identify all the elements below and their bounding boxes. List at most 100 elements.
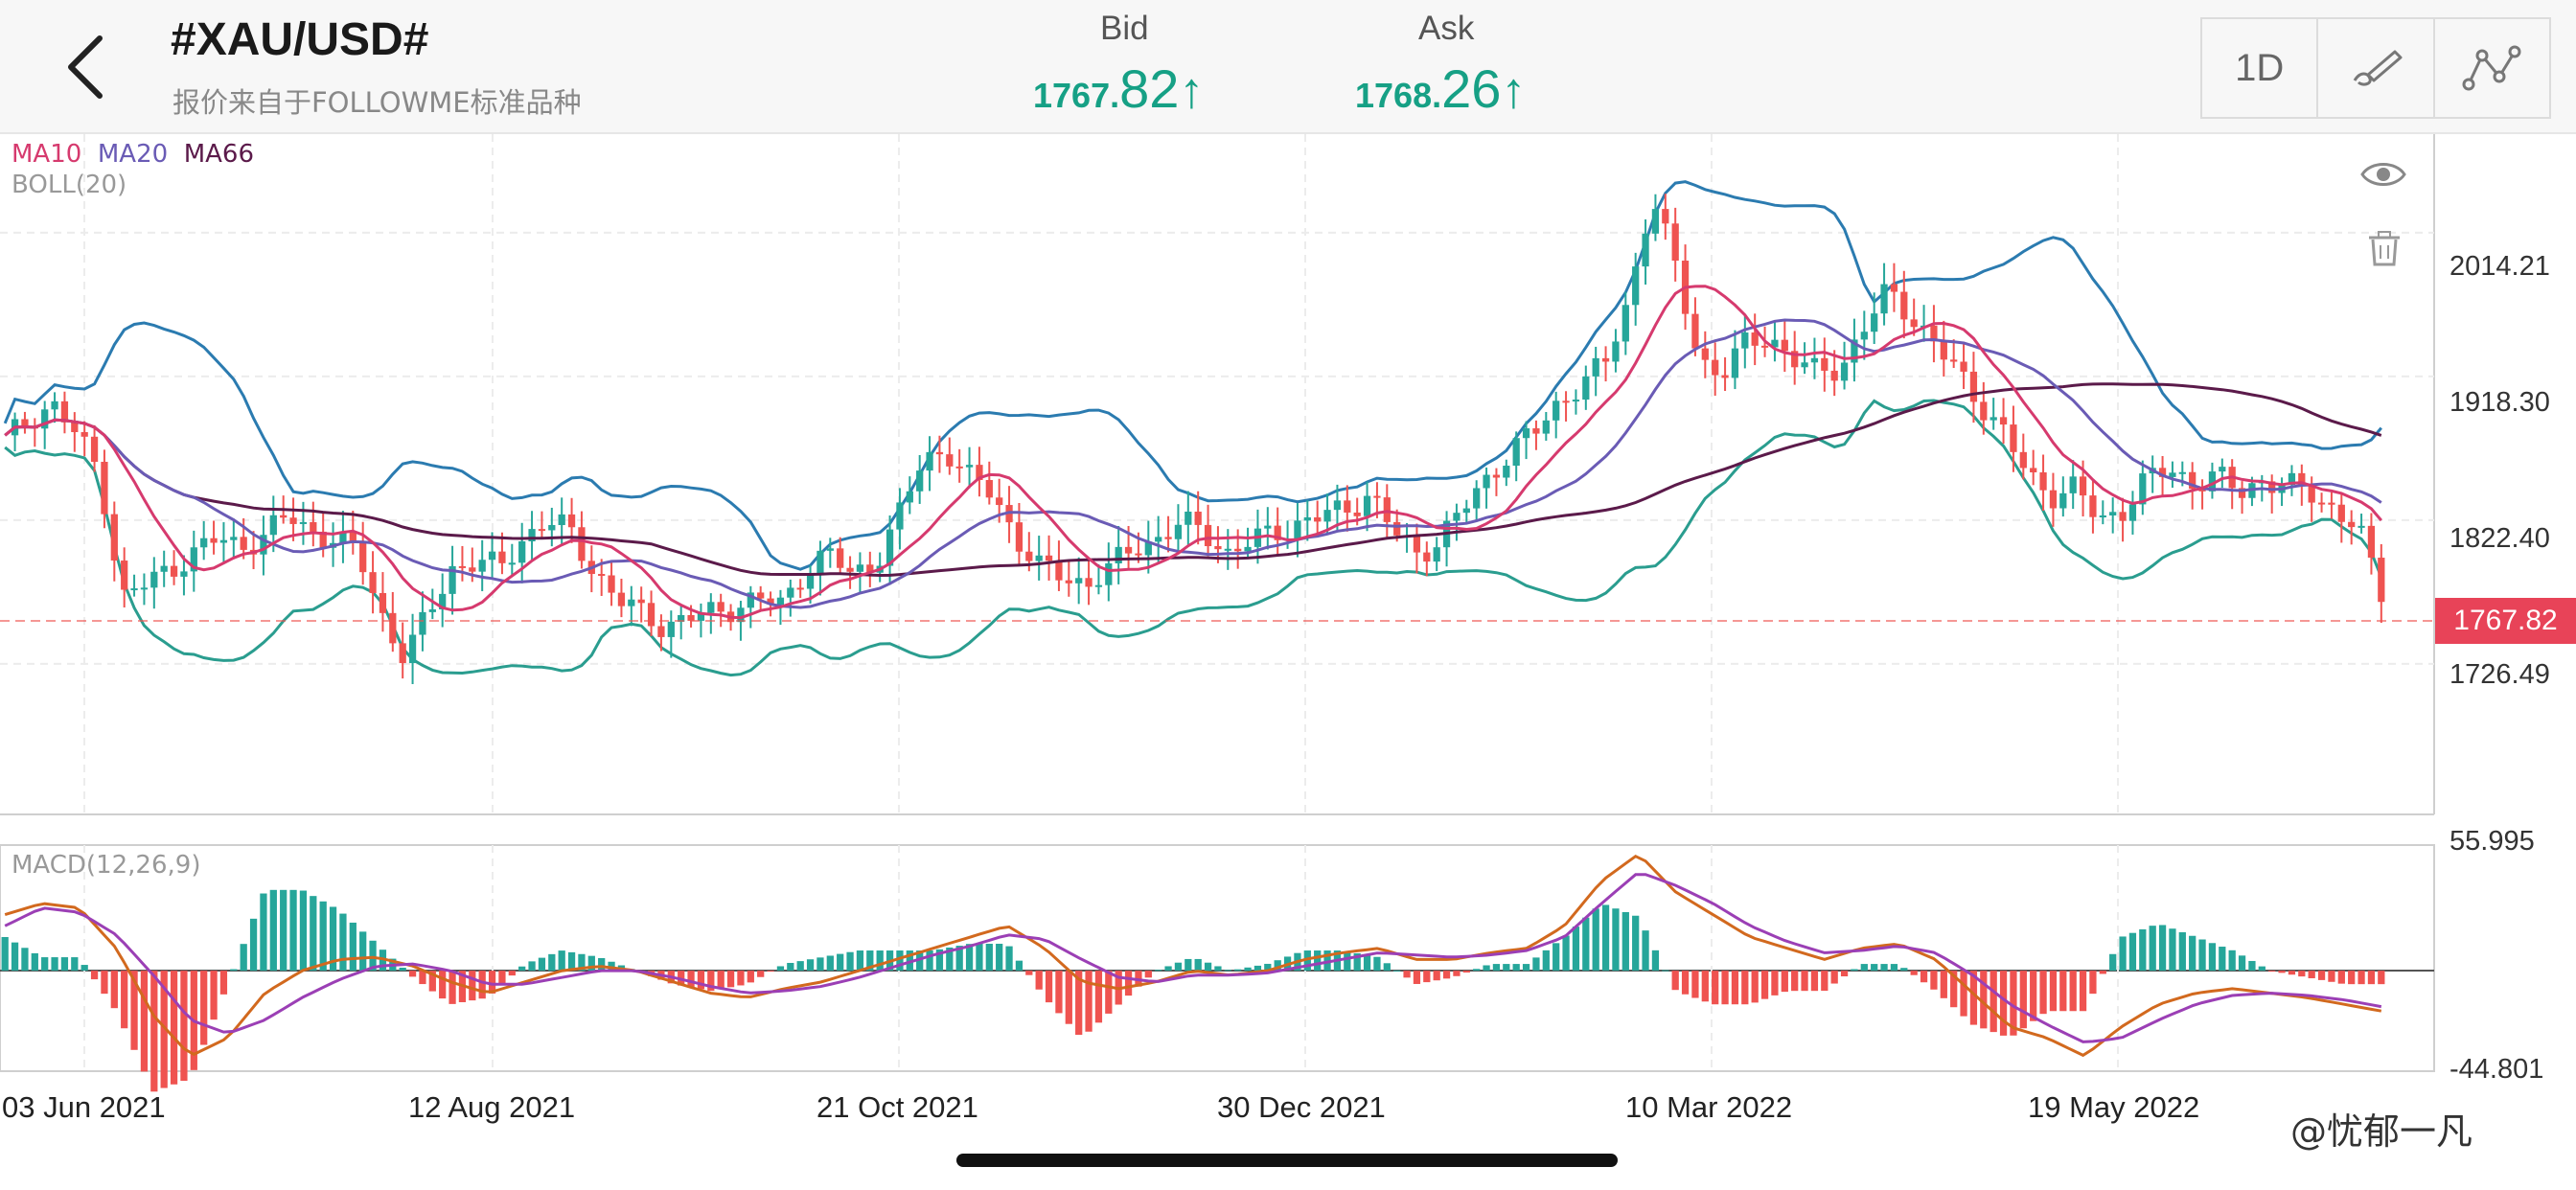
macd-histogram-bar: [1503, 964, 1510, 972]
macd-histogram-bar: [21, 948, 29, 972]
candle-body: [1433, 547, 1440, 562]
candle-body: [1423, 552, 1431, 562]
macd-histogram-bar: [976, 944, 983, 972]
candle-body: [200, 538, 208, 548]
candle-body: [1303, 516, 1311, 521]
candle-body: [1712, 359, 1719, 376]
macd-histogram-bar: [2219, 947, 2226, 972]
candle-body: [1393, 521, 1401, 536]
macd-histogram-bar: [2158, 925, 2167, 972]
macd-histogram-bar: [1592, 908, 1599, 972]
candle-body: [796, 587, 804, 590]
candle-body: [1224, 548, 1231, 551]
candle-body: [1115, 546, 1122, 564]
indicator-button[interactable]: [2435, 19, 2549, 117]
eye-icon: [2360, 163, 2406, 186]
macd-histogram-bar: [578, 953, 586, 972]
macd-histogram-bar: [1303, 950, 1311, 972]
candle-body: [41, 409, 49, 429]
back-button[interactable]: [58, 29, 115, 105]
macd-histogram-bar: [51, 957, 58, 972]
macd-histogram-bar: [1940, 971, 1947, 998]
macd-histogram-bar: [1234, 969, 1242, 972]
candle-body: [846, 567, 854, 572]
macd-histogram-bar: [478, 971, 486, 999]
macd-histogram-bar: [1254, 965, 1262, 972]
macd-histogram-bar: [2228, 950, 2236, 972]
candle-body: [2328, 502, 2335, 505]
macd-histogram-bar: [249, 918, 258, 972]
candle-body: [567, 514, 576, 528]
macd-histogram-bar: [2288, 971, 2296, 975]
toggle-visibility-button[interactable]: [2359, 155, 2407, 198]
drawing-tool-button[interactable]: [2318, 19, 2435, 117]
candle-body: [1990, 417, 1997, 421]
candle-body: [1105, 563, 1113, 585]
macd-histogram-bar: [846, 951, 854, 972]
macd-histogram-bar: [608, 961, 615, 972]
macd-histogram-bar: [289, 889, 297, 972]
candle-body: [1164, 537, 1172, 539]
ma10-label: MA10: [12, 140, 82, 169]
macd-histogram-bar: [1462, 971, 1470, 973]
candle-body: [1462, 508, 1470, 514]
candle-body: [1601, 357, 1610, 362]
candle-body: [2178, 471, 2186, 474]
candle-body: [1135, 553, 1142, 556]
candle-body: [1760, 345, 1769, 348]
candle-body: [1930, 325, 1938, 342]
macd-histogram-bar: [1712, 971, 1719, 1005]
macd-histogram-bar: [469, 971, 476, 1001]
symbol-title: #XAU/USD#: [171, 14, 429, 65]
candle-body: [1244, 546, 1252, 552]
candle-body: [1453, 513, 1460, 521]
macd-histogram-bar: [806, 959, 815, 972]
macd-histogram-bar: [1950, 971, 1958, 1008]
trash-icon: [2369, 231, 2400, 266]
candle-body: [349, 531, 356, 543]
candle-body: [678, 614, 685, 622]
period-button[interactable]: 1D: [2202, 19, 2319, 117]
macd-histogram-bar: [2178, 931, 2186, 972]
macd-histogram-bar: [130, 971, 138, 1050]
macd-axis-bottom: -44.801: [2450, 1054, 2544, 1085]
macd-histogram-bar: [1622, 911, 1629, 972]
macd-histogram-bar: [717, 971, 724, 990]
ask-price: 1768.26↑: [1355, 57, 1526, 120]
macd-histogram-bar: [160, 971, 168, 1088]
macd-histogram-bar: [399, 967, 406, 972]
candle-body: [2010, 424, 2017, 452]
candle-body: [1055, 561, 1063, 581]
macd-histogram-bar: [2348, 971, 2356, 985]
candle-body: [508, 562, 516, 565]
macd-histogram-bar: [240, 944, 247, 972]
macd-histogram-bar: [80, 965, 88, 972]
candle-body: [369, 572, 377, 593]
candle-body: [280, 515, 288, 518]
candle-body: [1771, 339, 1779, 348]
candle-body: [1791, 351, 1799, 368]
macd-histogram-bar: [587, 955, 595, 972]
candle-body: [1940, 341, 1947, 360]
candle-body: [51, 400, 58, 410]
candle-body: [955, 466, 963, 469]
macd-histogram-bar: [280, 889, 288, 972]
candle-body: [1691, 313, 1699, 349]
candle-body: [458, 565, 467, 568]
candle-body: [1582, 376, 1590, 400]
macd-histogram-bar: [2109, 953, 2117, 972]
candle-body: [428, 609, 436, 612]
macd-histogram-bar: [2010, 971, 2017, 1036]
candle-body: [2158, 468, 2167, 477]
macd-histogram-bar: [896, 950, 904, 972]
bid-price-decimal: 82: [1119, 58, 1180, 119]
candle-body: [1642, 233, 1649, 267]
macd-histogram-bar: [926, 950, 933, 972]
candle-body: [1174, 524, 1183, 539]
candle-body: [150, 571, 158, 588]
candle-body: [1264, 525, 1272, 529]
boll-upper-band: [3, 180, 2382, 571]
delete-indicator-button[interactable]: [2365, 230, 2404, 273]
candle-body: [965, 465, 974, 468]
